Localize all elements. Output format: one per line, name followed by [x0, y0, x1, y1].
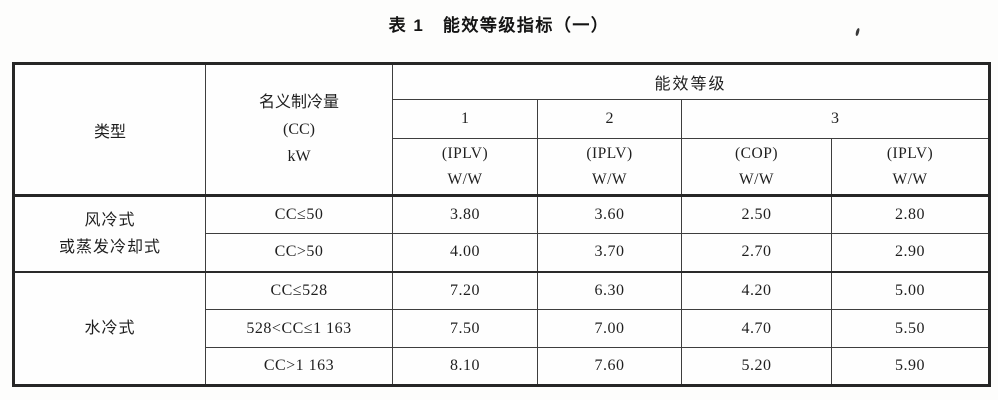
metric-name: (COP) [735, 144, 778, 162]
value-cell: 2.80 [830, 195, 991, 234]
type-label-line: 风冷式 [84, 211, 136, 229]
value-cell: 8.10 [392, 347, 538, 386]
type-cell-water-cooled: 水冷式 [13, 270, 206, 386]
table-row: 风冷式 或蒸发冷却式 CC≤50 3.80 3.60 2.50 2.80 [13, 195, 991, 272]
value-cell: 2.50 [681, 195, 832, 234]
metric-name: (IPLV) [441, 144, 489, 162]
header-cell-type: 类型 [13, 63, 206, 197]
capacity-label-line: kW [287, 148, 311, 165]
header-cell-grade-3: 3 [680, 99, 991, 139]
value-cell: 4.00 [392, 233, 538, 272]
header-cell-metric-3: (COP) W/W [681, 138, 832, 197]
capacity-range-cell: 528<CC≤1 163 [205, 309, 393, 348]
metric-unit: W/W [591, 170, 628, 188]
value-cell: 5.50 [830, 309, 991, 348]
value-cell: 7.60 [537, 347, 682, 386]
table-row: 水冷式 CC≤528 7.20 6.30 4.20 5.00 [13, 270, 991, 386]
table-row: CC>1 163 8.10 7.60 5.20 5.90 [14, 347, 991, 386]
value-cell: 2.90 [830, 233, 991, 272]
header-cell-metric-1: (IPLV) W/W [392, 138, 538, 197]
metric-unit: W/W [738, 170, 775, 188]
header-cell-metric-4: (IPLV) W/W [830, 138, 991, 197]
metric-name: (IPLV) [886, 144, 934, 162]
metric-unit: W/W [892, 170, 928, 188]
value-cell: 3.60 [537, 195, 682, 234]
header-cell-capacity: 名义制冷量 (CC) kW [205, 63, 393, 197]
value-cell: 3.70 [537, 233, 682, 272]
value-cell: 2.70 [681, 233, 832, 272]
energy-efficiency-table: 类型 名义制冷量 (CC) kW 能效等级 1 2 3 (IPLV) W/W (… [12, 62, 992, 387]
value-cell: 5.00 [830, 270, 991, 310]
value-cell: 5.20 [681, 347, 832, 386]
header-cell-grade-group: 能效等级 [391, 63, 991, 100]
value-cell: 7.00 [537, 309, 682, 348]
metric-name: (IPLV) [586, 144, 633, 162]
header-row-metrics: (IPLV) W/W (IPLV) W/W (COP) W/W (IPLV) W… [14, 138, 991, 197]
metric-unit: W/W [447, 170, 483, 188]
header-cell-metric-2: (IPLV) W/W [537, 138, 682, 197]
table-row: CC>50 4.00 3.70 2.70 2.90 [14, 233, 991, 272]
value-cell: 7.50 [392, 309, 538, 348]
table-row: 528<CC≤1 163 7.50 7.00 4.70 5.50 [14, 309, 991, 348]
value-cell: 4.20 [681, 270, 832, 310]
value-cell: 5.90 [830, 347, 991, 386]
capacity-range-cell: CC>50 [205, 233, 393, 272]
capacity-range-cell: CC≤50 [205, 195, 393, 234]
value-cell: 3.80 [392, 195, 538, 234]
capacity-range-cell: CC≤528 [205, 270, 393, 310]
capacity-range-cell: CC>1 163 [205, 347, 393, 386]
type-cell-air-cooled: 风冷式 或蒸发冷却式 [13, 195, 206, 272]
header-row-grade-group: 类型 名义制冷量 (CC) kW 能效等级 [13, 63, 991, 197]
value-cell: 7.20 [392, 270, 538, 310]
value-cell: 6.30 [537, 270, 682, 310]
type-label-line: 水冷式 [84, 319, 136, 337]
capacity-label-line: 名义制冷量 [258, 94, 339, 111]
capacity-label-line: (CC) [283, 121, 315, 138]
type-label-line: 或蒸发冷却式 [58, 238, 161, 256]
table-title: 表 1 能效等级指标（一） [388, 16, 610, 35]
header-cell-grade-1: 1 [392, 99, 538, 139]
header-cell-grade-2: 2 [537, 99, 682, 139]
value-cell: 4.70 [681, 309, 832, 348]
